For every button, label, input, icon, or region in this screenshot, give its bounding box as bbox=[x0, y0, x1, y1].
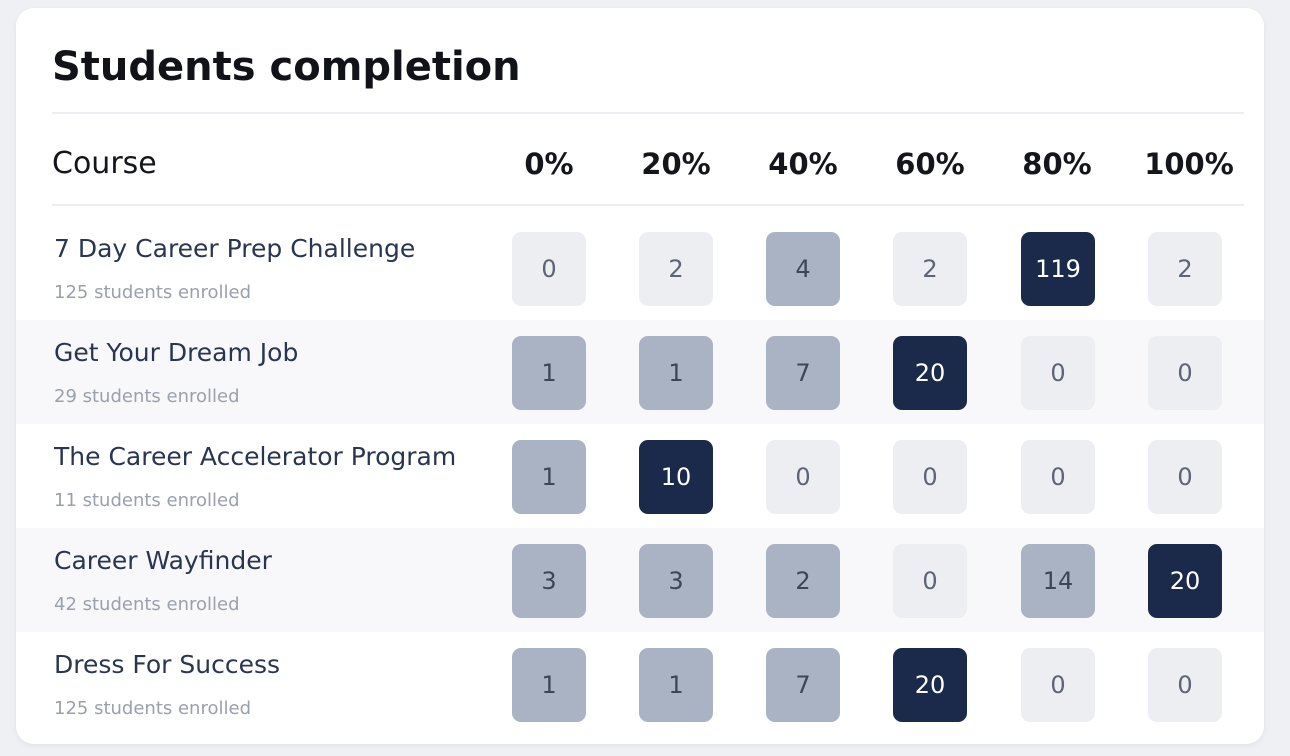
completion-cell: 2 bbox=[639, 232, 713, 306]
completion-cell: 1 bbox=[512, 440, 586, 514]
completion-cell: 0 bbox=[1148, 648, 1222, 722]
completion-cell: 1 bbox=[639, 648, 713, 722]
completion-cell: 7 bbox=[766, 648, 840, 722]
completion-cell: 0 bbox=[766, 440, 840, 514]
completion-cell: 10 bbox=[639, 440, 713, 514]
completion-cell: 20 bbox=[1148, 544, 1222, 618]
completion-cell: 3 bbox=[512, 544, 586, 618]
completion-cell: 0 bbox=[893, 544, 967, 618]
course-name: Dress For Success bbox=[54, 650, 281, 679]
completion-cell: 2 bbox=[1148, 232, 1222, 306]
table-row: Career Wayfinder 42 students enrolled 3 … bbox=[16, 528, 1264, 632]
course-name: Career Wayfinder bbox=[54, 546, 272, 575]
enrolled-count: 29 students enrolled bbox=[54, 386, 240, 407]
completion-cell: 0 bbox=[1021, 336, 1095, 410]
completion-cell: 1 bbox=[512, 648, 586, 722]
completion-cell: 20 bbox=[893, 648, 967, 722]
enrolled-count: 125 students enrolled bbox=[54, 282, 251, 303]
completion-cell: 7 bbox=[766, 336, 840, 410]
completion-cell: 3 bbox=[639, 544, 713, 618]
completion-cell: 1 bbox=[639, 336, 713, 410]
completion-cell: 0 bbox=[893, 440, 967, 514]
enrolled-count: 125 students enrolled bbox=[54, 698, 251, 719]
column-header-0: 0% bbox=[524, 147, 574, 181]
completion-cell: 0 bbox=[1021, 440, 1095, 514]
students-completion-card: Students completion Course 0% 20% 40% 60… bbox=[16, 8, 1264, 744]
column-header-60: 60% bbox=[895, 147, 965, 181]
completion-cell: 0 bbox=[1021, 648, 1095, 722]
table-row: 7 Day Career Prep Challenge 125 students… bbox=[16, 216, 1264, 320]
completion-cell: 20 bbox=[893, 336, 967, 410]
enrolled-count: 11 students enrolled bbox=[54, 490, 240, 511]
header-divider bbox=[52, 204, 1244, 206]
completion-cell: 119 bbox=[1021, 232, 1095, 306]
completion-cell: 1 bbox=[512, 336, 586, 410]
column-header-40: 40% bbox=[768, 147, 838, 181]
completion-cell: 0 bbox=[1148, 336, 1222, 410]
course-column-header: Course bbox=[52, 146, 157, 181]
completion-cell: 0 bbox=[1148, 440, 1222, 514]
course-name: The Career Accelerator Program bbox=[54, 442, 457, 471]
course-name: 7 Day Career Prep Challenge bbox=[54, 234, 416, 263]
table-row: Dress For Success 125 students enrolled … bbox=[16, 632, 1264, 736]
completion-cell: 4 bbox=[766, 232, 840, 306]
table-row: Get Your Dream Job 29 students enrolled … bbox=[16, 320, 1264, 424]
completion-cell: 14 bbox=[1021, 544, 1095, 618]
title-divider bbox=[52, 112, 1244, 114]
column-header-100: 100% bbox=[1144, 147, 1234, 181]
card-title: Students completion bbox=[52, 44, 521, 90]
enrolled-count: 42 students enrolled bbox=[54, 594, 240, 615]
column-header-20: 20% bbox=[641, 147, 711, 181]
course-name: Get Your Dream Job bbox=[54, 338, 299, 367]
table-row: The Career Accelerator Program 11 studen… bbox=[16, 424, 1264, 528]
completion-cell: 2 bbox=[766, 544, 840, 618]
completion-cell: 0 bbox=[512, 232, 586, 306]
completion-cell: 2 bbox=[893, 232, 967, 306]
column-header-80: 80% bbox=[1022, 147, 1092, 181]
